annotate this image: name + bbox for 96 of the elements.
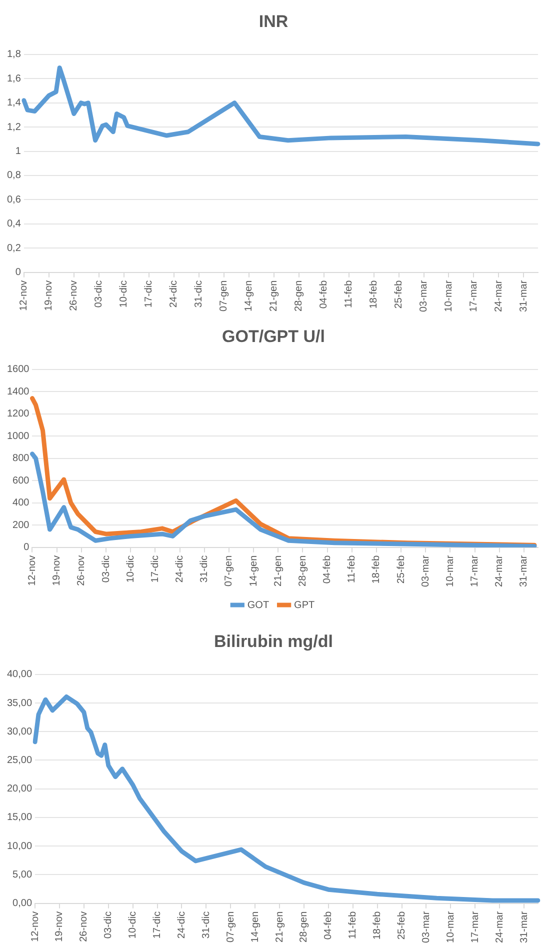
x-tick-label: 21-gen — [274, 911, 286, 942]
x-tick-label: 14-gen — [244, 280, 255, 312]
x-tick-label: 11-feb — [346, 554, 358, 583]
x-tick-label: 10-dic — [128, 911, 139, 939]
x-tick-label: 18-feb — [372, 910, 384, 940]
x-tick-label: 18-feb — [371, 554, 382, 584]
y-tick-label: 400 — [12, 498, 30, 509]
x-tick-label: 03-mar — [420, 910, 432, 944]
y-tick-label: 0 — [24, 542, 30, 554]
x-tick-label: 19-nov — [44, 280, 55, 311]
y-tick-label: 30,00 — [6, 726, 32, 738]
x-tick-label: 19-nov — [54, 911, 66, 942]
y-tick-label: 1200 — [6, 408, 30, 420]
x-tick-label: 03-mar — [418, 280, 430, 312]
x-tick-label: 07-gen — [224, 555, 235, 586]
x-tick-label: 17-mar — [470, 910, 481, 944]
y-tick-label: 1 — [15, 146, 22, 158]
x-tick-label: 12-nov — [26, 555, 38, 586]
chart-title: INR — [258, 12, 288, 31]
y-tick-label: 0,4 — [6, 218, 22, 230]
x-tick-label: 17-dic — [152, 911, 164, 939]
legend-label: GOT — [247, 600, 270, 611]
x-tick-label: 31-dic — [199, 555, 210, 583]
x-tick-label: 24-mar — [494, 910, 506, 944]
legend-label: GPT — [294, 600, 315, 611]
y-tick-label: 25,00 — [6, 754, 32, 766]
y-tick-label: 0,8 — [6, 170, 22, 182]
x-tick-label: 14-gen — [248, 555, 260, 586]
x-tick-label: 03-dic — [103, 911, 114, 939]
x-tick-label: 26-nov — [78, 911, 90, 942]
x-tick-label: 17-dic — [144, 280, 155, 308]
y-tick-label: 1600 — [6, 364, 30, 376]
x-tick-label: 17-mar — [470, 554, 481, 588]
x-tick-label: 25-feb — [396, 554, 407, 584]
y-tick-label: 5,00 — [12, 869, 32, 880]
x-tick-label: 26-nov — [68, 280, 80, 311]
x-tick-label: 24-dic — [176, 911, 188, 939]
x-tick-label: 12-nov — [30, 911, 41, 942]
x-tick-label: 07-gen — [225, 911, 236, 942]
x-tick-label: 04-feb — [323, 910, 334, 940]
y-tick-label: 1,8 — [6, 49, 22, 60]
x-tick-label: 31-mar — [518, 554, 530, 588]
x-tick-label: 24-mar — [493, 280, 504, 312]
chart-title: Bilirubin mg/dl — [214, 632, 333, 651]
x-tick-label: 11-feb — [344, 280, 355, 308]
x-tick-label: 28-gen — [298, 911, 310, 942]
x-tick-label: 03-mar — [420, 554, 432, 588]
y-tick-label: 1000 — [6, 430, 30, 442]
x-tick-label: 10-dic — [118, 280, 130, 308]
x-tick-label: 14-gen — [250, 911, 261, 942]
x-tick-label: 28-gen — [294, 280, 305, 312]
y-tick-label: 20,00 — [6, 784, 32, 795]
x-tick-label: 31-mar — [518, 280, 530, 312]
x-tick-label: 18-feb — [368, 280, 380, 309]
x-tick-label: 24-mar — [494, 554, 506, 588]
x-tick-label: 28-gen — [297, 555, 308, 586]
x-tick-label: 04-feb — [318, 280, 330, 309]
x-tick-label: 04-feb — [322, 554, 334, 584]
y-tick-label: 1,4 — [6, 98, 22, 109]
x-tick-label: 25-feb — [394, 280, 405, 309]
x-tick-label: 10-mar — [443, 280, 454, 312]
x-tick-label: 21-gen — [272, 555, 284, 586]
x-tick-label: 10-dic — [125, 555, 136, 583]
y-tick-label: 1,6 — [6, 73, 22, 84]
y-tick-label: 0,6 — [6, 194, 22, 206]
x-tick-label: 31-mar — [518, 910, 530, 944]
x-tick-label: 17-dic — [150, 555, 161, 583]
x-tick-label: 10-mar — [445, 910, 456, 944]
y-tick-label: 1400 — [6, 386, 30, 398]
chart-title: GOT/GPT U/l — [222, 326, 325, 346]
y-tick-label: 600 — [12, 475, 30, 486]
y-tick-label: 200 — [12, 520, 30, 531]
x-tick-label: 07-gen — [218, 280, 230, 312]
x-tick-label: 17-mar — [468, 280, 480, 312]
x-tick-label: 19-nov — [52, 555, 63, 586]
x-tick-label: 21-gen — [268, 280, 280, 312]
x-tick-label: 10-mar — [444, 554, 456, 588]
y-tick-label: 40,00 — [6, 669, 32, 680]
y-tick-label: 10,00 — [6, 840, 32, 852]
y-tick-label: 15,00 — [6, 812, 32, 824]
y-tick-label: 0,2 — [6, 242, 22, 254]
x-tick-label: 03-dic — [100, 555, 112, 583]
y-tick-label: 35,00 — [6, 698, 32, 709]
x-tick-label: 11-feb — [348, 910, 359, 939]
x-tick-label: 24-dic — [174, 555, 186, 583]
x-tick-label: 24-dic — [168, 280, 180, 308]
y-tick-label: 0,00 — [12, 898, 32, 910]
y-tick-label: 0 — [15, 267, 22, 278]
y-tick-label: 1,2 — [6, 122, 22, 133]
x-tick-label: 25-feb — [396, 910, 408, 940]
x-tick-label: 31-dic — [194, 280, 205, 308]
x-tick-label: 31-dic — [200, 911, 212, 939]
x-tick-label: 26-nov — [76, 555, 88, 586]
x-tick-label: 12-nov — [18, 280, 30, 311]
x-tick-label: 03-dic — [94, 280, 105, 308]
y-tick-label: 800 — [12, 453, 30, 464]
